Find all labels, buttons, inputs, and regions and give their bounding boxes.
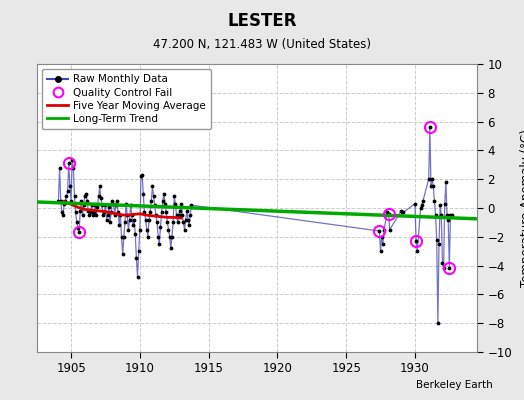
Text: Berkeley Earth: Berkeley Earth (416, 380, 493, 390)
Text: 47.200 N, 121.483 W (United States): 47.200 N, 121.483 W (United States) (153, 38, 371, 51)
Y-axis label: Temperature Anomaly (°C): Temperature Anomaly (°C) (520, 129, 524, 287)
Legend: Raw Monthly Data, Quality Control Fail, Five Year Moving Average, Long-Term Tren: Raw Monthly Data, Quality Control Fail, … (42, 69, 211, 129)
Text: LESTER: LESTER (227, 12, 297, 30)
